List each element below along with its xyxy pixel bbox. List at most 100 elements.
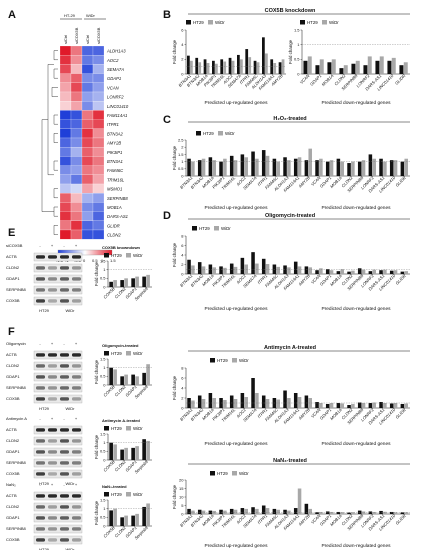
heatmap-cell — [81, 82, 94, 93]
bar-ht29-gdap1 — [325, 511, 330, 514]
heatmap-cell — [81, 202, 94, 212]
bar-widr-btn3a2 — [198, 62, 202, 74]
bar-widr-gdap1 — [135, 376, 139, 385]
blot-band — [72, 428, 81, 432]
bar-widr-fam114a1 — [297, 397, 302, 408]
heatmap-gene-label: BTN3A1 — [107, 159, 123, 164]
dendrogram-branch — [53, 50, 58, 60]
blot-band — [60, 299, 69, 303]
blot-strip — [33, 274, 83, 284]
y-tick-label: 2.5 — [178, 137, 184, 142]
blot-band — [60, 397, 69, 401]
heatmap-cell — [92, 137, 105, 148]
bar-ht29-linc01410 — [389, 511, 394, 514]
bar-widr-fam46c — [256, 62, 260, 74]
heatmap-cell — [92, 147, 105, 157]
bar-ht29-gdap1 — [325, 404, 330, 408]
bar-widr-fam114a1 — [297, 266, 302, 274]
heatmap-gene-label: FAM46C — [107, 168, 124, 173]
bar-ht29-amy2b — [304, 395, 309, 408]
x-tick-label: AMY2B — [297, 273, 311, 287]
legend-swatch-ht29 — [210, 471, 215, 476]
blot-band — [60, 538, 69, 542]
bar-widr-btn3a1 — [191, 400, 195, 408]
heatmap-cell — [81, 156, 94, 166]
x-tick-label: GLIDR — [394, 73, 407, 86]
bar-ht29-linc01410 — [387, 60, 392, 74]
bar-ht29-itpr1 — [261, 395, 266, 408]
blot-strip — [33, 285, 83, 295]
blot-row-label: COX5B — [6, 537, 20, 542]
legend-label-ht29: HT29 — [199, 226, 210, 231]
bar-ht29-gdap1 — [131, 374, 135, 385]
bar-ht29-cldn2 — [347, 512, 351, 514]
bar-ht29-mob1a — [336, 403, 341, 408]
bar-ht29-mob1a — [208, 264, 213, 274]
bar-widr-glidr — [404, 403, 408, 408]
blot-band — [60, 277, 69, 281]
heatmap-cell — [59, 147, 72, 157]
legend-label-widr: WiDr — [133, 426, 143, 431]
bar-ht29-glidr — [400, 161, 405, 176]
heatmap-cell — [92, 119, 105, 129]
blot-band — [36, 288, 45, 292]
y-axis-label: Fold change — [172, 145, 177, 170]
bar-ht29-fam46c — [272, 158, 277, 176]
y-tick-label: 0.5 — [100, 374, 106, 379]
y-tick-label: 0 — [181, 271, 184, 276]
bar-widr-amy2b — [308, 148, 312, 176]
legend-label-ht29: HT29 — [217, 471, 228, 476]
y-axis-label: Fold change — [94, 359, 99, 384]
y-tick-label: 2 — [181, 57, 184, 62]
heatmap-panel: HT-29 WiDr siCtrl siCOX5B siCtrl siCOX5B AL… — [41, 13, 129, 263]
panel-label-d: D — [163, 210, 171, 222]
bar-widr-amy2b — [281, 59, 285, 74]
legend-swatch-ht29 — [104, 351, 109, 356]
bar-widr-gdap1 — [329, 403, 334, 408]
blot-band — [60, 428, 69, 432]
blot-lane-sign: + — [75, 416, 78, 421]
panel-label-f: F — [8, 326, 15, 338]
dendrogram-branch — [53, 68, 58, 79]
blot-band — [48, 516, 57, 520]
bar-widr-cldn2 — [351, 404, 355, 408]
blot-band — [36, 353, 45, 357]
bar-ht29-btn3a1 — [187, 55, 190, 74]
bar-ht29-serpinb8 — [357, 268, 362, 274]
x-tick-label: MOB1A — [329, 175, 343, 189]
blot-row-label: ACTB — [6, 427, 17, 432]
bar-ht29-cldn2 — [120, 517, 124, 526]
bar-ht29-vcan — [315, 512, 319, 514]
bar-ht29-pik3ip1 — [219, 161, 223, 176]
blot-strip — [33, 383, 83, 393]
bar-widr-aoc2 — [244, 508, 248, 514]
y-tick-label: 8 — [181, 365, 184, 370]
bar-widr-btn3a2 — [201, 158, 206, 176]
heatmap-cell — [92, 82, 105, 93]
panel-label-b: B — [163, 9, 171, 21]
y-tick-label: 4 — [181, 42, 184, 47]
bar-widr-mob1a — [206, 63, 210, 74]
bar-widr-gdap1 — [329, 511, 334, 514]
bar-ht29-aoc2 — [228, 57, 232, 74]
bar-ht29-lonrf2 — [368, 511, 373, 514]
dendrogram-branch — [53, 160, 58, 171]
bar-widr-glidr — [404, 512, 408, 514]
bar-widr-lonrf2 — [372, 511, 376, 514]
bar-ht29-cldn2 — [339, 68, 344, 74]
bar-widr-cox5b — [113, 444, 117, 460]
bar-widr-sema7a — [255, 158, 259, 176]
bar-ht29-serpinb8 — [351, 63, 356, 74]
bar-ht29-trim16l — [229, 155, 234, 176]
bar-widr-serpinb8 — [146, 364, 150, 385]
heatmap-cell — [92, 73, 105, 83]
bar-widr-cldn2 — [124, 515, 128, 526]
blot-row-label: SERPINB8 — [6, 287, 27, 292]
heatmap-cell — [92, 165, 105, 175]
heatmap-cell — [81, 211, 94, 221]
blot-band — [72, 386, 81, 390]
heatmap-cell — [59, 73, 72, 83]
legend-swatch-widr — [126, 426, 131, 431]
bar-ht29-fam46c — [272, 508, 277, 514]
heatmap-cell — [81, 137, 94, 148]
